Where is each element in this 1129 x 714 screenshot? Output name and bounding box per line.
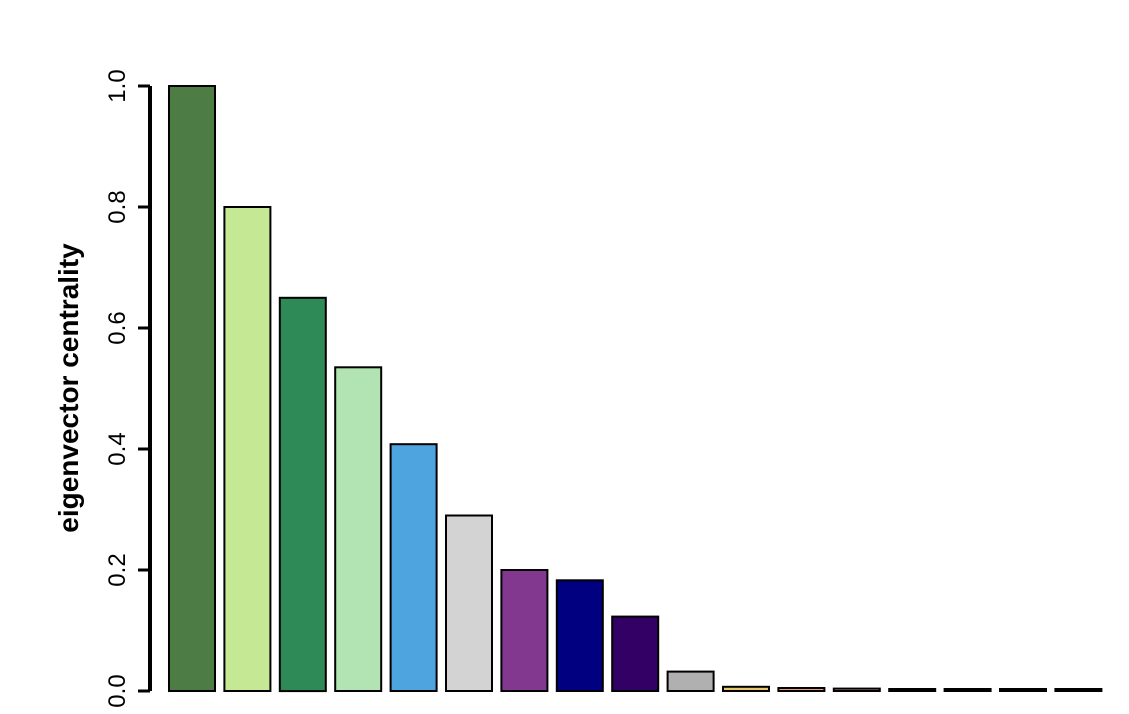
bar-9 [611,615,660,692]
y-tick-label-1: 0.2 [104,553,131,586]
bar-11 [722,685,770,692]
bar-15 [943,688,992,692]
bar-16 [999,688,1047,692]
bar-6 [445,514,493,692]
bar-12 [777,687,826,692]
y-tick-label-3: 0.6 [104,311,131,344]
bar-4 [334,366,383,692]
bar-10 [666,670,715,692]
y-tick-label-0: 0.0 [104,674,131,707]
bar-7 [500,569,549,692]
bars-layer [168,85,1103,693]
y-tick-label-5: 1.0 [104,69,131,102]
bar-14 [888,688,937,692]
bar-8 [555,579,604,692]
y-tick-label-4: 0.8 [104,190,131,223]
bar-2 [223,206,272,692]
bar-13 [832,687,881,692]
bar-1 [168,85,216,692]
y-tick-label-2: 0.4 [104,432,131,465]
y-axis-title: eigenvector centrality [53,243,84,533]
y-axis: 0.0 0.2 0.4 0.6 0.8 1.0 [104,69,152,708]
bar-17 [1054,688,1103,692]
bar-5 [389,443,438,693]
bar-3 [278,296,327,693]
